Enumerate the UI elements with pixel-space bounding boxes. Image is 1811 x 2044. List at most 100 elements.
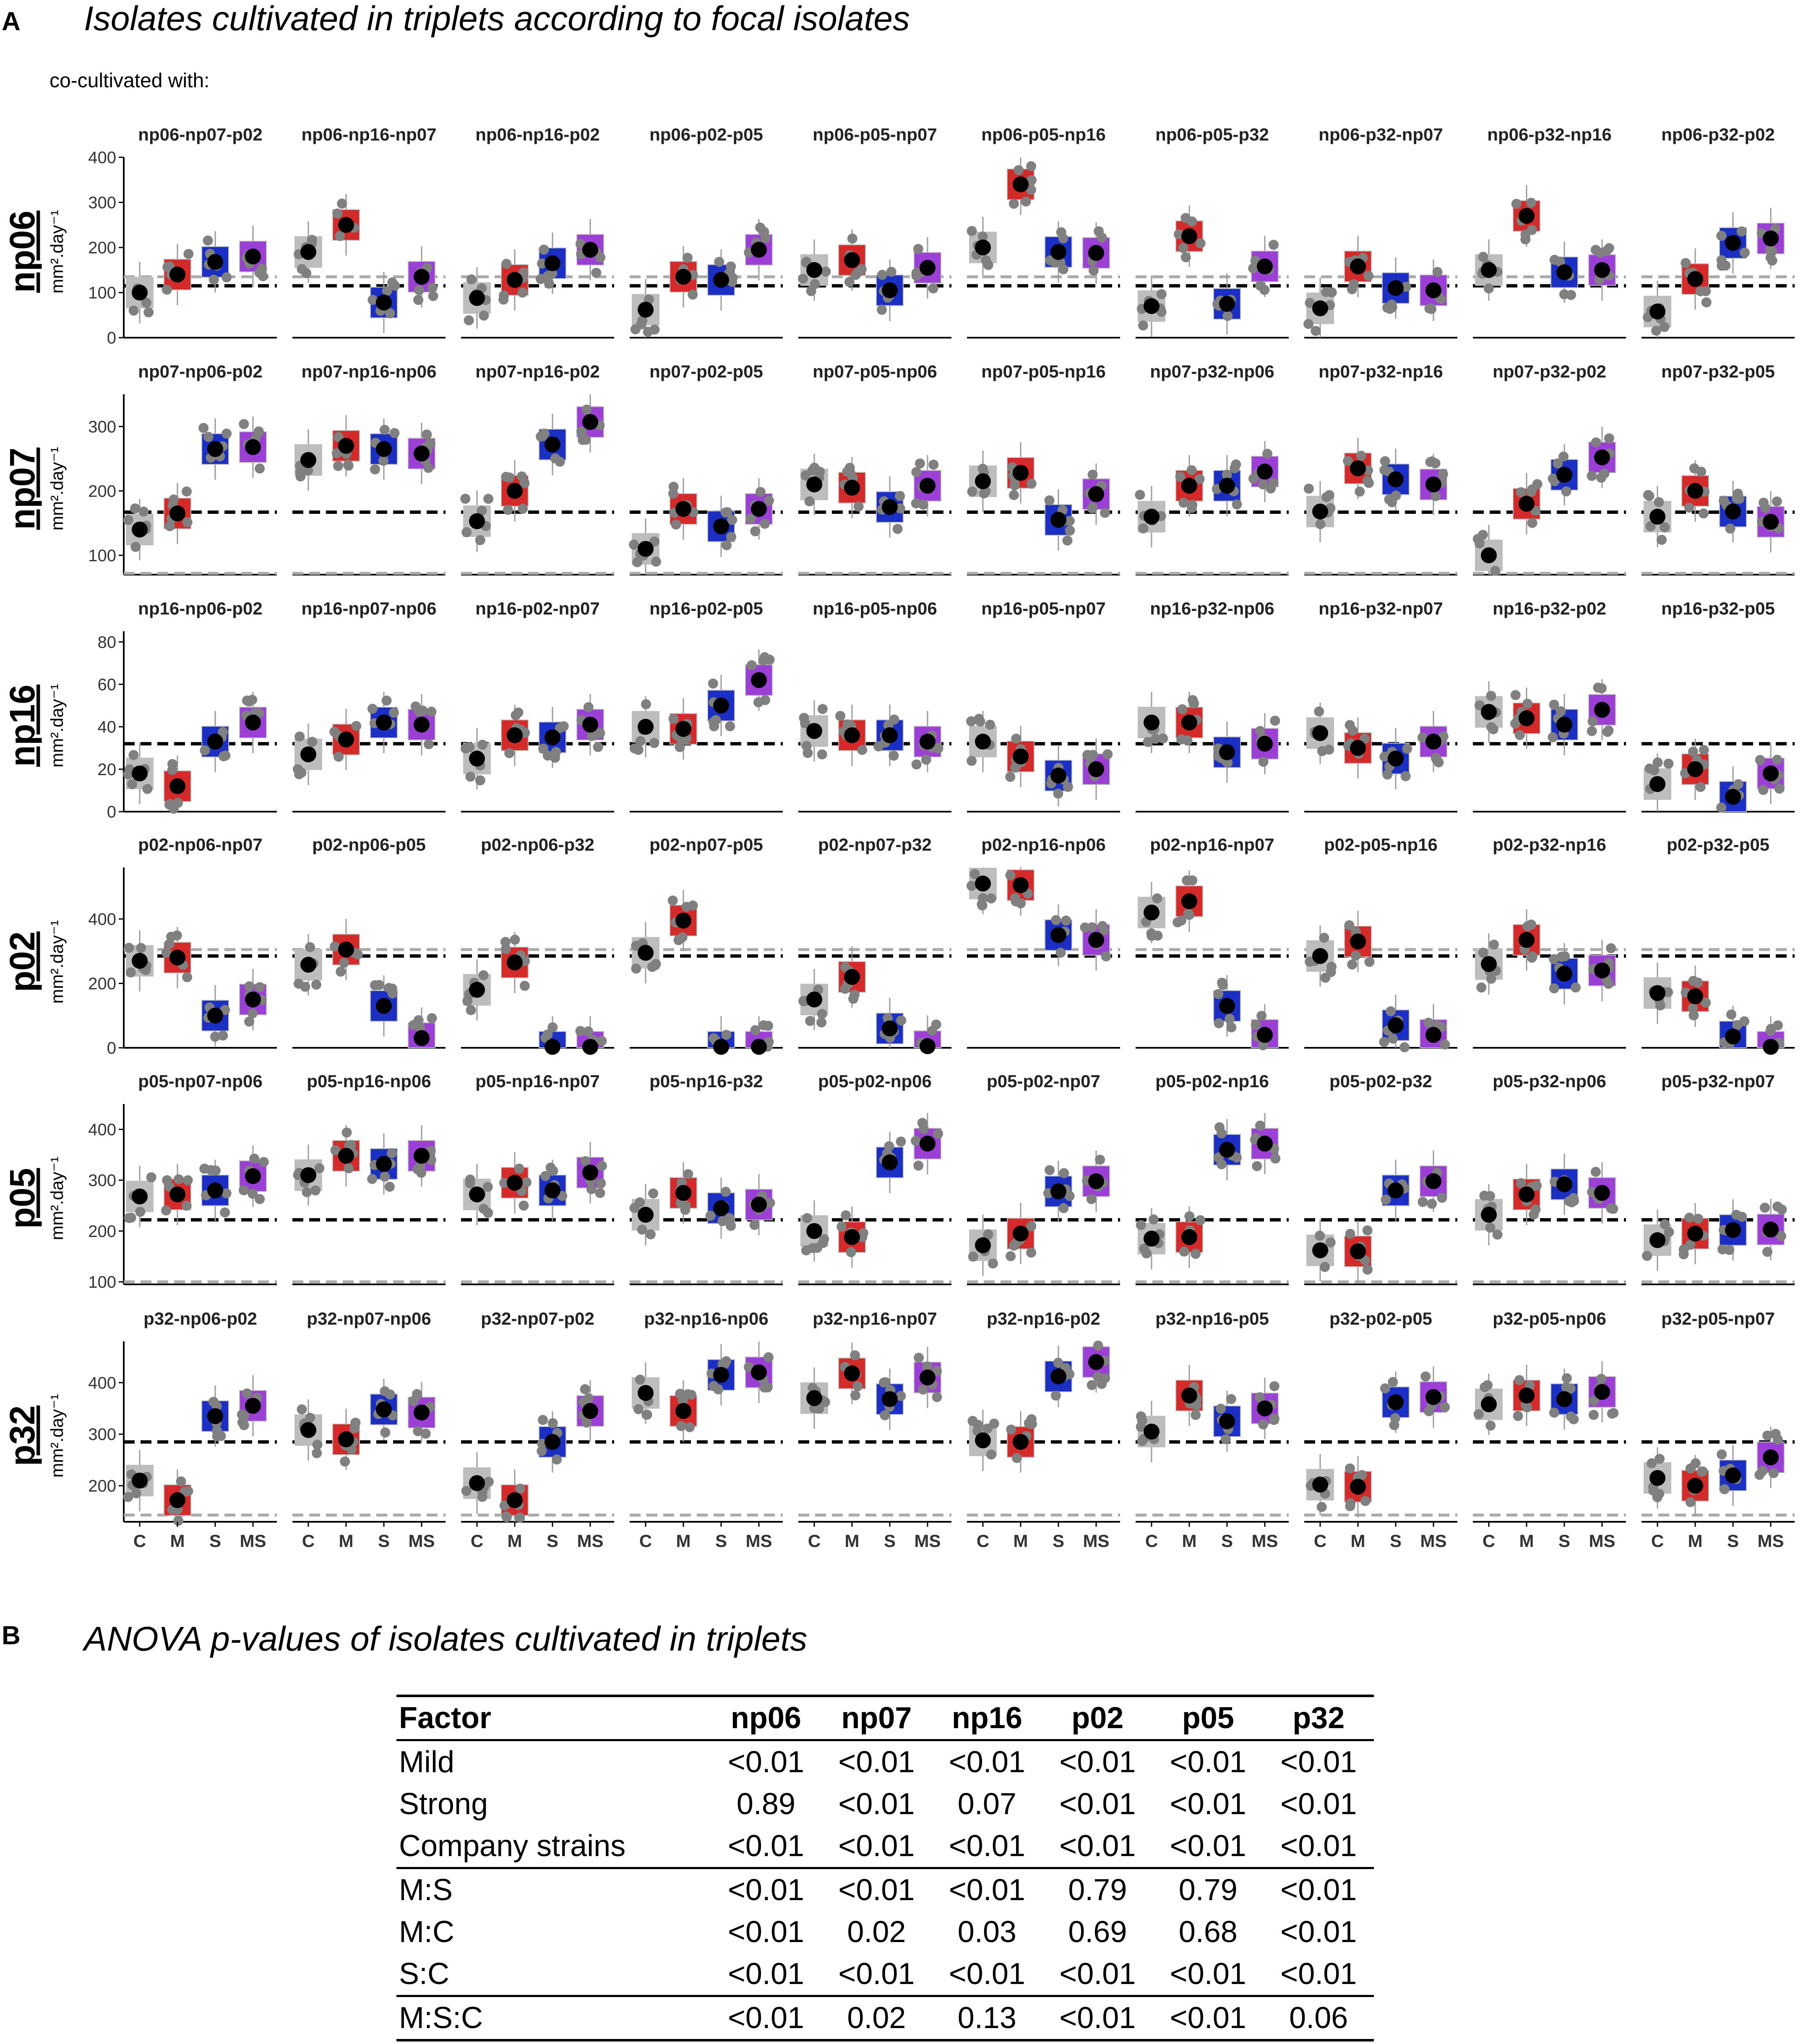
data-point (1527, 951, 1538, 962)
data-point (1478, 252, 1488, 262)
data-point (581, 1417, 592, 1428)
x-tick-label: S (715, 1531, 727, 1551)
data-point (1251, 1019, 1261, 1030)
data-point (750, 1025, 761, 1035)
mean-point (1556, 1391, 1572, 1407)
header-p32: p32 (1292, 1701, 1345, 1735)
data-point (1008, 490, 1019, 500)
mean-point (844, 252, 860, 268)
data-point (333, 432, 344, 442)
data-point (1220, 1434, 1231, 1445)
mean-point (1050, 768, 1066, 784)
data-point (1510, 690, 1521, 700)
panel-b-title: ANOVA p-values of isolates cultivated in… (84, 1620, 808, 1658)
y-tick-label: 400 (88, 1374, 116, 1392)
data-point (1217, 980, 1228, 990)
mean-point (1181, 1388, 1197, 1403)
facet-title: np06-p05-np07 (813, 125, 937, 144)
mean-point (1556, 716, 1572, 733)
mean-point (376, 714, 392, 731)
data-point (726, 531, 737, 542)
data-point (208, 274, 219, 285)
data-point (1655, 1453, 1665, 1464)
data-point (466, 274, 477, 285)
data-point (1651, 325, 1662, 336)
data-point (1254, 1392, 1265, 1403)
data-point (258, 1157, 269, 1167)
data-point (1774, 784, 1785, 794)
data-point (1216, 1128, 1227, 1139)
y-tick-label: 400 (88, 910, 116, 929)
data-point (1427, 1198, 1437, 1209)
data-point (915, 458, 925, 469)
data-point (367, 1174, 378, 1184)
data-point (880, 1410, 890, 1421)
mean-point (207, 254, 223, 270)
data-point (169, 494, 179, 505)
data-point (1088, 265, 1099, 276)
data-point (802, 1213, 813, 1224)
p-value-cell: <0.01 (1042, 1996, 1153, 2041)
data-point (503, 505, 513, 515)
facet-p05-p32-np06: p05-p32-np06 (1473, 1071, 1626, 1285)
data-point (1758, 785, 1769, 795)
data-point (749, 1220, 760, 1230)
facet-p05-p02-np07: p05-p02-np07 (967, 1071, 1120, 1285)
x-tick-label: S (1053, 1531, 1064, 1551)
facet-p02-np16-np07: p02-np16-np07 (1136, 835, 1289, 1051)
data-point (1696, 466, 1707, 477)
data-point (242, 1388, 253, 1399)
data-point (1485, 1420, 1496, 1431)
data-point (593, 742, 603, 752)
data-point (547, 1022, 558, 1033)
p-value-cell: 0.07 (957, 1787, 1016, 1821)
facet-title: p05-p02-np07 (987, 1071, 1100, 1091)
data-point (380, 1427, 391, 1438)
mean-point (300, 244, 316, 260)
data-point (1685, 1497, 1696, 1508)
p-value-cell: <0.01 (1042, 1953, 1153, 1997)
data-point (483, 494, 494, 504)
x-tick-label: C (639, 1531, 652, 1551)
x-tick-label: S (547, 1531, 558, 1551)
data-point (461, 527, 472, 537)
data-point (1589, 1396, 1599, 1406)
data-point (918, 1384, 928, 1395)
data-point (1087, 1380, 1097, 1390)
data-point (387, 277, 398, 288)
mean-point (1088, 761, 1104, 777)
data-point (671, 519, 681, 530)
x-tick-label: M (1519, 1531, 1534, 1551)
data-point (1684, 503, 1694, 513)
data-point (685, 1422, 695, 1432)
data-point (635, 736, 646, 746)
data-point (1736, 226, 1747, 237)
x-tick-label: C (471, 1531, 483, 1551)
data-point (968, 1251, 978, 1262)
data-point (760, 695, 771, 705)
data-point (1418, 732, 1428, 743)
mean-point (1181, 1229, 1197, 1245)
data-point (351, 721, 362, 731)
y-tick-label: 300 (88, 418, 116, 436)
data-point (1437, 1193, 1447, 1203)
data-point (1061, 915, 1071, 926)
data-point (1058, 1203, 1069, 1213)
mean-point (414, 268, 430, 285)
data-point (650, 960, 660, 971)
mean-point (1556, 1176, 1572, 1193)
factor-name: Company strains (396, 1825, 711, 1869)
mean-point (1425, 1173, 1441, 1190)
data-point (305, 942, 315, 953)
facet-np07-p32-p05: np07-p32-p05 (1642, 362, 1795, 575)
data-point (1513, 1411, 1523, 1421)
panel-a-letter: A (2, 7, 21, 36)
data-point (725, 721, 735, 732)
facet-title: np16-p05-np07 (981, 599, 1105, 618)
data-point (631, 940, 641, 951)
data-point (680, 1205, 691, 1215)
data-point (1216, 1159, 1227, 1169)
mean-point (169, 266, 185, 283)
data-point (1100, 1373, 1110, 1383)
